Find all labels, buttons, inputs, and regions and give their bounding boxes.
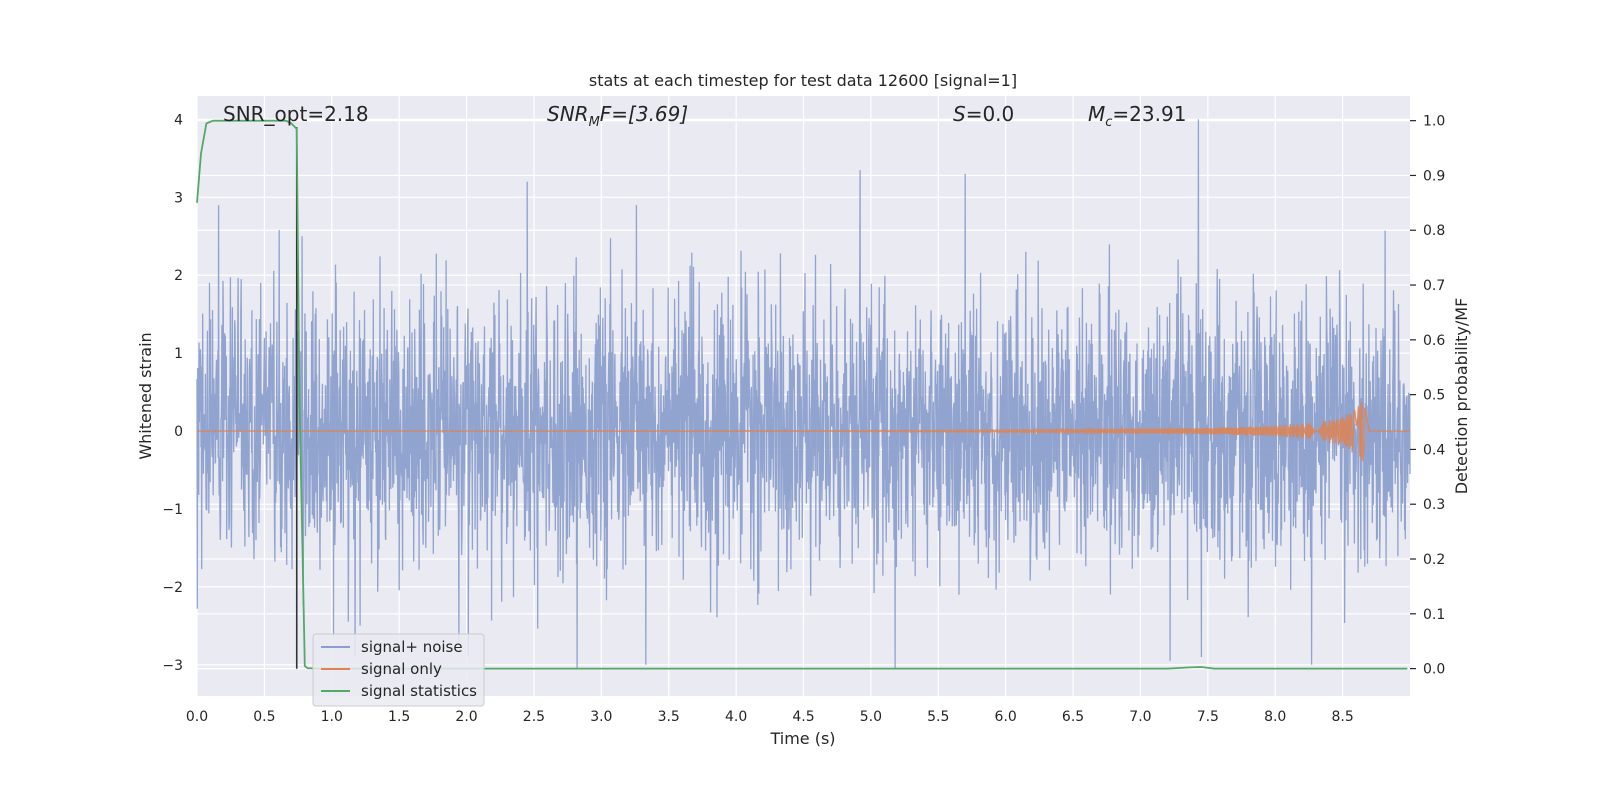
mc-value: =23.91 <box>1112 102 1186 126</box>
right-y-tick-label: 0.3 <box>1423 497 1445 513</box>
y-tick-label: 1 <box>174 346 183 362</box>
legend: signal+ noise signal only signal statist… <box>312 633 485 707</box>
s-value: =0.0 <box>966 102 1015 126</box>
y-tick-label: −3 <box>162 658 183 674</box>
y-tick-label: 2 <box>174 268 183 284</box>
chart-title: stats at each timestep for test data 126… <box>589 71 1017 90</box>
x-tick-label: 2.5 <box>523 709 545 725</box>
x-tick-label: 2.0 <box>455 709 477 725</box>
signal-only-series <box>197 401 1410 462</box>
signal-noise-series <box>196 119 1411 669</box>
x-tick-label: 4.0 <box>725 709 747 725</box>
mc-main: M <box>1088 102 1105 126</box>
right-y-tick-label: 0.8 <box>1423 223 1445 239</box>
right-y-tick-label: 0.7 <box>1423 278 1445 294</box>
x-tick-label: 5.5 <box>927 709 949 725</box>
mc-subscript: c <box>1105 115 1112 130</box>
mc-annotation: Mc=23.91 <box>1088 102 1186 130</box>
signal-noise-line <box>196 119 1411 669</box>
s-annotation: S=0.0 <box>953 102 1014 126</box>
y-axis-label: Whitened strain <box>136 332 155 459</box>
right-y-tick-label: 0.9 <box>1423 168 1445 184</box>
x-tick-label: 8.5 <box>1331 709 1353 725</box>
signal-statistics-series <box>196 119 1408 670</box>
signal-statistics-line <box>196 119 1408 670</box>
x-tick-label: 0.0 <box>186 709 208 725</box>
legend-label-noise: signal+ noise <box>361 638 463 656</box>
y-tick-label: 3 <box>174 190 183 206</box>
x-tick-label: 4.5 <box>792 709 814 725</box>
x-axis-label: Time (s) <box>769 729 835 748</box>
legend-label-signal: signal only <box>361 660 442 678</box>
y-tick-label: −1 <box>162 502 183 518</box>
x-tick-label: 6.0 <box>995 709 1017 725</box>
snr-mf-rest: F=[3.69] <box>600 102 688 126</box>
x-tick-label: 1.5 <box>388 709 410 725</box>
snr-mf-main: SNR <box>547 102 589 126</box>
snr-opt-annotation: SNR_opt=2.18 <box>223 102 369 126</box>
x-tick-label: 3.5 <box>658 709 680 725</box>
right-y-axis-ticks: 0.0 0.1 0.2 0.3 0.4 0.5 0.6 0.7 0.8 0.9 1.0 <box>1410 114 1445 678</box>
right-y-tick-label: 1.0 <box>1423 114 1445 130</box>
snr-mf-subscript: M <box>589 115 600 130</box>
right-y-axis-label: Detection probability/MF <box>1452 298 1471 495</box>
right-y-tick-label: 0.1 <box>1423 607 1445 623</box>
x-tick-label: 0.5 <box>253 709 275 725</box>
legend-label-statistics: signal statistics <box>361 682 477 700</box>
right-y-tick-label: 0.0 <box>1423 662 1445 678</box>
x-tick-label: 7.5 <box>1197 709 1219 725</box>
x-tick-label: 1.0 <box>321 709 343 725</box>
x-tick-label: 8.0 <box>1264 709 1286 725</box>
snr-mf-annotation: SNRMF=[3.69] <box>547 102 688 130</box>
x-axis-ticks: 0.0 0.5 1.0 1.5 2.0 2.5 3.0 3.5 4.0 4.5 5.0 5.5 6.0 6… <box>186 709 1354 725</box>
right-y-tick-label: 0.5 <box>1423 388 1445 404</box>
signal-only-line <box>197 401 1410 462</box>
x-tick-label: 5.0 <box>860 709 882 725</box>
y-tick-label: −2 <box>162 580 183 596</box>
x-tick-label: 3.0 <box>590 709 612 725</box>
y-axis-ticks: −3 −2 −1 0 1 2 3 4 <box>162 112 183 673</box>
x-tick-label: 7.0 <box>1129 709 1151 725</box>
right-y-tick-label: 0.4 <box>1423 442 1445 458</box>
y-tick-label: 0 <box>174 424 183 440</box>
s-label: S <box>953 102 966 126</box>
y-tick-label: 4 <box>174 112 183 128</box>
x-tick-label: 6.5 <box>1062 709 1084 725</box>
legend-box <box>312 633 485 707</box>
right-y-tick-label: 0.2 <box>1423 552 1445 568</box>
right-y-tick-label: 0.6 <box>1423 333 1445 349</box>
